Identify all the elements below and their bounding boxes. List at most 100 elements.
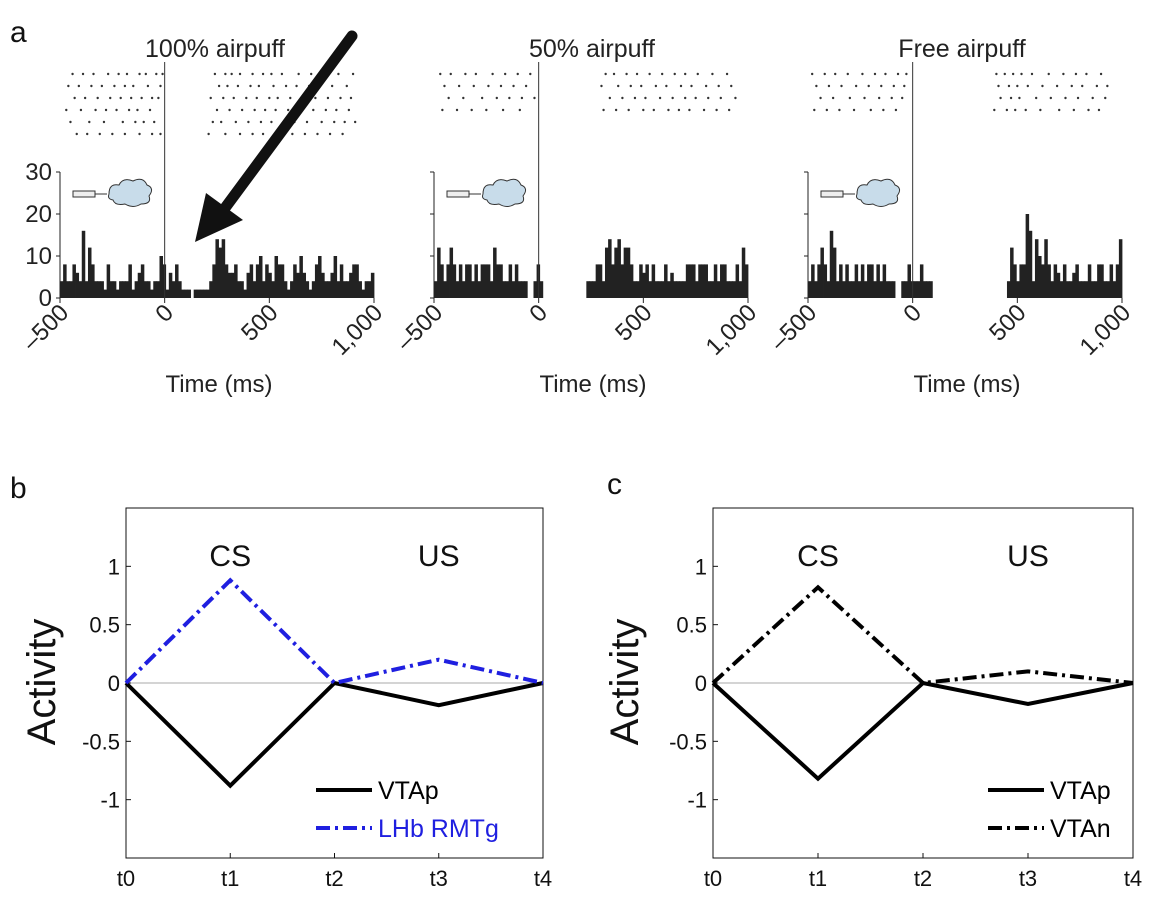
raster-spike (65, 108, 68, 112)
raster-spike (138, 72, 141, 76)
histogram-bar (626, 247, 631, 298)
raster-spike (343, 120, 346, 124)
raster-spike (96, 96, 99, 100)
histogram-bar (814, 281, 818, 298)
raster-spike (1034, 96, 1038, 100)
histogram-bar (735, 264, 740, 298)
raster-spike (81, 72, 85, 76)
histogram-bar (84, 281, 89, 298)
histogram-bar (336, 281, 341, 298)
raster-spike (333, 120, 336, 124)
raster-spike (852, 108, 856, 112)
raster-spike (993, 108, 996, 112)
histogram-bar (891, 281, 896, 298)
raster-spike (474, 72, 478, 76)
x-tick-label: t0 (117, 866, 135, 891)
raster-spike (819, 96, 822, 100)
raster-spike (226, 84, 229, 88)
raster-spike (259, 120, 263, 124)
raster-spike (245, 96, 248, 100)
raster-spike (138, 132, 141, 136)
histogram-bar (72, 264, 76, 298)
syringe (72, 190, 96, 198)
psth-panel-free-airpuff: Free airpuff –500 0 500 1,000 Time (ms) (765, 35, 1136, 398)
raster-spike (228, 108, 231, 112)
raster-spike (1049, 96, 1053, 100)
raster-spike (1104, 96, 1107, 100)
histogram-bar (218, 247, 223, 298)
histogram-bar (842, 281, 846, 298)
raster-spike (516, 72, 519, 76)
histogram-bar (732, 281, 736, 298)
histogram-bar (923, 281, 927, 298)
histogram-bar (156, 281, 160, 298)
histogram-bar (246, 272, 251, 298)
raster-spike (1087, 108, 1090, 112)
raster-spike (1106, 84, 1109, 88)
histogram-bar (1047, 264, 1051, 298)
histogram-bar (1094, 281, 1098, 298)
histogram-bar (851, 281, 856, 298)
histogram-bar (255, 264, 260, 298)
raster-spike (880, 84, 883, 88)
raster-spike (238, 72, 242, 76)
histogram-bar (704, 264, 708, 298)
y-tick-label: 0 (39, 285, 52, 312)
histogram-bar (106, 264, 111, 298)
histogram-bar (639, 264, 643, 298)
raster-spike (1003, 72, 1006, 76)
raster-spike (652, 108, 655, 112)
histogram-bar (1031, 281, 1036, 298)
raster-spike (896, 72, 900, 76)
histogram-bar (187, 289, 191, 298)
x-axis-label: Time (ms) (913, 371, 1020, 398)
raster-spike (268, 96, 271, 100)
syringe (446, 190, 470, 198)
raster-spike (121, 120, 125, 124)
raster-spike (215, 108, 219, 112)
raster-spike (213, 72, 217, 76)
y-tick-label: 0 (108, 671, 120, 696)
histogram-bar (679, 281, 684, 298)
raster-spike (1011, 72, 1015, 76)
raster-spike (222, 96, 225, 100)
raster-spike (673, 72, 676, 76)
histogram-bar (252, 281, 257, 298)
histogram-bar (1100, 264, 1104, 298)
histogram-bar (181, 289, 185, 298)
raster-spike (1058, 108, 1061, 112)
raster-spike (109, 96, 112, 100)
raster-spike (125, 72, 129, 76)
raster-spike (148, 108, 152, 112)
histogram-bar (339, 264, 344, 298)
histogram-bar (636, 281, 640, 298)
histogram-bar (854, 264, 859, 298)
histogram-bar (811, 264, 815, 298)
histogram-bar (461, 281, 466, 298)
histogram-bar (1059, 281, 1064, 298)
histogram-bar (1016, 281, 1020, 298)
raster-spike (1076, 96, 1080, 100)
x-tick-label: t3 (1019, 866, 1037, 891)
raster-spike (224, 132, 227, 136)
histogram-bar (604, 247, 609, 298)
histogram-bar (651, 264, 656, 298)
y-tick-label: -0.5 (669, 729, 707, 754)
legend-label: VTAp (1050, 777, 1111, 805)
histogram-bar (119, 281, 123, 298)
histogram-bar (258, 256, 263, 298)
histogram-bar (277, 264, 282, 298)
histogram-bar (327, 281, 331, 298)
histogram-bar (440, 264, 444, 298)
histogram-bar (240, 281, 244, 298)
histogram-bar (1013, 264, 1017, 298)
raster-spike (667, 108, 670, 112)
histogram-bar (521, 281, 525, 298)
raster-spike (533, 96, 536, 100)
raster-spike (447, 96, 450, 100)
raster-spike (270, 120, 273, 124)
raster-spike (905, 72, 908, 76)
raster-spike (524, 84, 528, 88)
raster-spike (106, 72, 110, 76)
